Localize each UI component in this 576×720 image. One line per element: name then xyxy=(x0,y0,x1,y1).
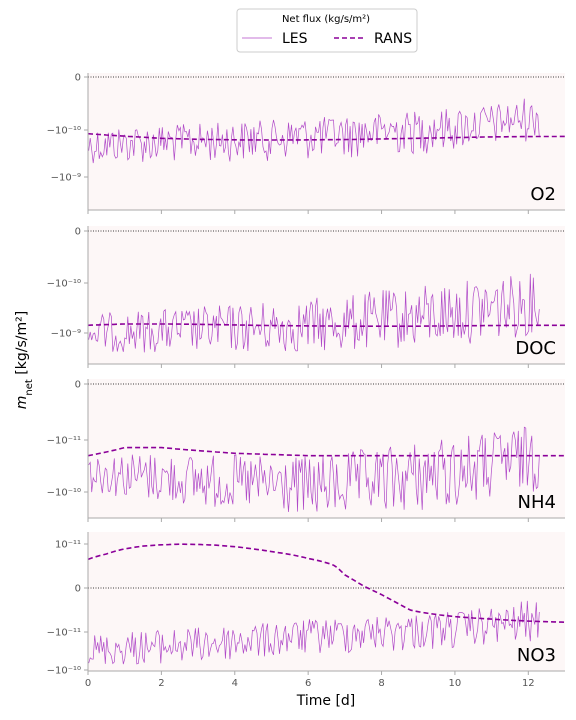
legend: Net flux (kg/s/m²) LES RANS xyxy=(236,8,418,53)
x-tick-label: 6 xyxy=(305,678,311,689)
x-tick-label: 0 xyxy=(85,678,91,689)
plot-area xyxy=(88,532,565,671)
y-tick-label: 10⁻¹¹ xyxy=(55,540,81,551)
y-tick-label: 0 xyxy=(75,380,81,391)
y-tick-label: −10⁻¹⁰ xyxy=(47,488,81,499)
panel-label: NH4 xyxy=(518,492,556,513)
plot-area xyxy=(88,73,565,210)
y-tick-label: −10⁻⁹ xyxy=(51,329,81,340)
y-tick-label: −10⁻¹⁰ xyxy=(47,279,81,290)
x-tick-label: 4 xyxy=(232,678,238,689)
panel-no3: 10⁻¹¹ 0 −10⁻¹¹ −10⁻¹⁰ 0 2 4 6 8 10 12 NO3 xyxy=(47,532,565,689)
rans-series-line xyxy=(88,446,565,457)
panels: 0 −10⁻¹⁰ −10⁻⁹ O2 0 −10⁻¹⁰ −10⁻⁹ DOC 0 −10⁻¹¹ −10⁻… xyxy=(47,73,565,689)
y-tick-label: −10⁻¹¹ xyxy=(47,628,81,639)
x-axis-label: Time [d] xyxy=(296,693,356,709)
panel-label: NO3 xyxy=(517,645,556,666)
legend-box xyxy=(236,8,418,53)
x-tick-label: 12 xyxy=(522,678,535,689)
panel-nh4: 0 −10⁻¹¹ −10⁻¹⁰ NH4 xyxy=(47,379,565,522)
panel-o2: 0 −10⁻¹⁰ −10⁻⁹ O2 xyxy=(47,73,565,214)
les-series-line xyxy=(88,426,540,513)
y-tick-label: −10⁻⁹ xyxy=(51,173,81,184)
les-series-line xyxy=(88,600,540,665)
y-tick-label: −10⁻¹¹ xyxy=(47,436,81,447)
plot-area xyxy=(88,226,565,364)
legend-rans-label: RANS xyxy=(374,31,412,47)
panel-doc: 0 −10⁻¹⁰ −10⁻⁹ DOC xyxy=(47,226,565,368)
les-series-line xyxy=(88,273,540,353)
y-tick-label: −10⁻¹⁰ xyxy=(47,126,81,137)
x-tick-label: 2 xyxy=(158,678,164,689)
y-tick-label: 0 xyxy=(75,584,81,595)
panel-label: DOC xyxy=(515,338,556,359)
y-tick-label: −10⁻¹⁰ xyxy=(47,666,81,677)
x-tick-label: 10 xyxy=(449,678,462,689)
legend-les-label: LES xyxy=(282,31,308,47)
x-tick-label: 8 xyxy=(378,678,384,689)
y-tick-label: 0 xyxy=(75,227,81,238)
legend-title: Net flux (kg/s/m²) xyxy=(282,14,370,25)
y-tick-label: 0 xyxy=(75,73,81,84)
y-axis-label: mnet [kg/s/m²] xyxy=(14,311,35,409)
rans-series-line xyxy=(88,543,565,623)
panel-label: O2 xyxy=(530,184,556,205)
